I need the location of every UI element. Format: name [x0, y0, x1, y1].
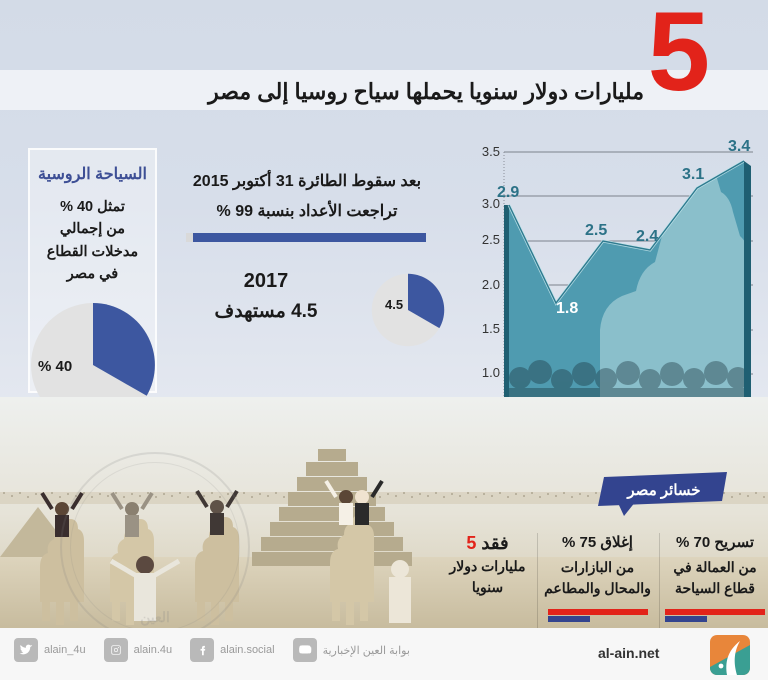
svg-text:خسائر مصر: خسائر مصر: [626, 482, 700, 499]
